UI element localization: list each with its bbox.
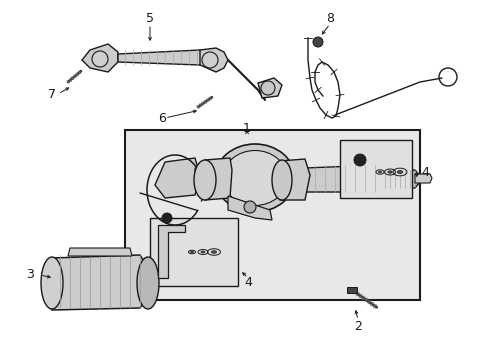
Text: 4: 4 [420,166,428,179]
Circle shape [312,37,323,47]
Polygon shape [198,158,231,200]
Polygon shape [379,170,419,188]
Polygon shape [68,248,132,256]
Polygon shape [118,50,204,65]
Polygon shape [158,225,184,278]
Ellipse shape [378,171,381,173]
Circle shape [162,213,172,223]
Polygon shape [346,287,356,293]
Polygon shape [155,158,200,198]
Circle shape [261,81,274,95]
Polygon shape [414,174,431,183]
Ellipse shape [194,160,216,200]
Polygon shape [274,159,309,200]
Bar [339,140,411,198]
Polygon shape [305,165,389,192]
Polygon shape [82,44,118,72]
Ellipse shape [223,150,286,206]
Ellipse shape [271,160,291,200]
Circle shape [244,201,256,213]
Text: 1: 1 [243,122,250,135]
Ellipse shape [41,257,63,309]
Text: 7: 7 [48,87,56,100]
Circle shape [202,52,218,68]
Polygon shape [200,48,227,72]
Polygon shape [258,78,282,98]
Text: 3: 3 [26,269,34,282]
Polygon shape [227,196,271,220]
Ellipse shape [396,171,402,174]
Polygon shape [44,255,148,310]
Ellipse shape [137,257,159,309]
Ellipse shape [215,144,294,212]
Bar [150,218,238,286]
Text: 8: 8 [325,12,333,24]
Circle shape [92,51,108,67]
Ellipse shape [201,251,204,253]
Text: 6: 6 [158,112,165,125]
Ellipse shape [211,251,216,253]
Ellipse shape [190,251,193,253]
Text: 2: 2 [353,320,361,333]
Ellipse shape [387,171,391,173]
Circle shape [353,154,365,166]
Bar [125,130,419,300]
Text: 4: 4 [244,276,251,289]
Text: 5: 5 [146,12,154,24]
Polygon shape [195,165,215,190]
